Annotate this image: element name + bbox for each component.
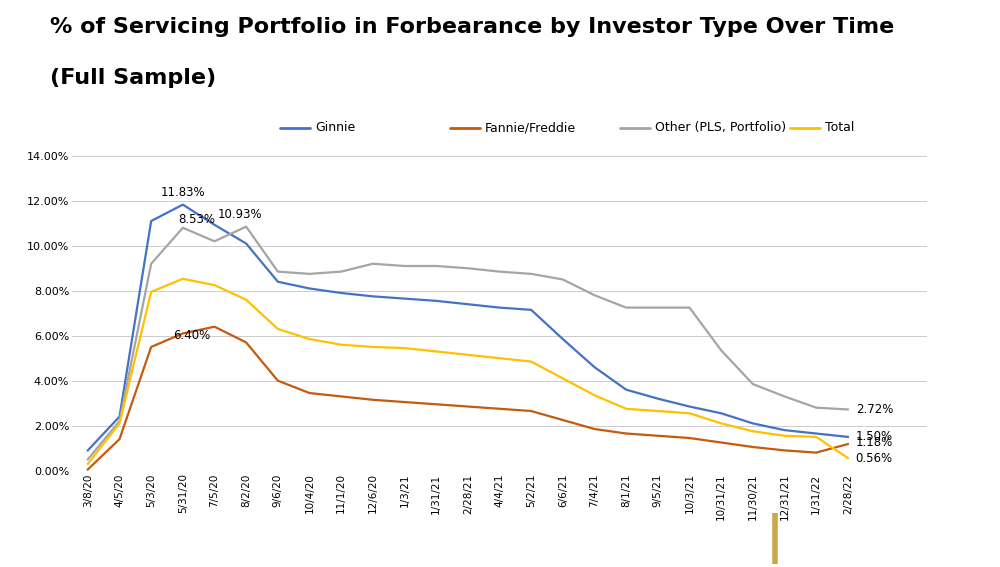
Text: 1.50%: 1.50%	[856, 430, 893, 443]
Text: 6.40%: 6.40%	[173, 329, 211, 342]
Text: ®: ®	[974, 539, 984, 549]
Text: MBA: MBA	[895, 522, 994, 556]
Text: 11.83%: 11.83%	[161, 186, 205, 199]
Text: 8.53%: 8.53%	[178, 213, 215, 226]
Text: Fannie/Freddie: Fannie/Freddie	[485, 121, 576, 134]
Text: Total: Total	[825, 121, 854, 134]
Text: 10.93%: 10.93%	[218, 209, 262, 222]
Text: % of Servicing Portfolio in Forbearance by Investor Type Over Time: % of Servicing Portfolio in Forbearance …	[50, 17, 894, 37]
Text: (Full Sample): (Full Sample)	[50, 68, 216, 88]
Text: 1.18%: 1.18%	[856, 437, 893, 450]
Text: Source: MBA's Monthly Loan Monitoring Survey, as of 2/28/22
© 2022 Mortgage Bank: Source: MBA's Monthly Loan Monitoring Su…	[12, 526, 328, 548]
Text: 2.72%: 2.72%	[856, 403, 893, 416]
Text: Other (PLS, Portfolio): Other (PLS, Portfolio)	[655, 121, 786, 134]
Text: 0.56%: 0.56%	[856, 451, 893, 464]
Text: Ginnie: Ginnie	[315, 121, 355, 134]
Text: 15: 15	[790, 531, 810, 546]
